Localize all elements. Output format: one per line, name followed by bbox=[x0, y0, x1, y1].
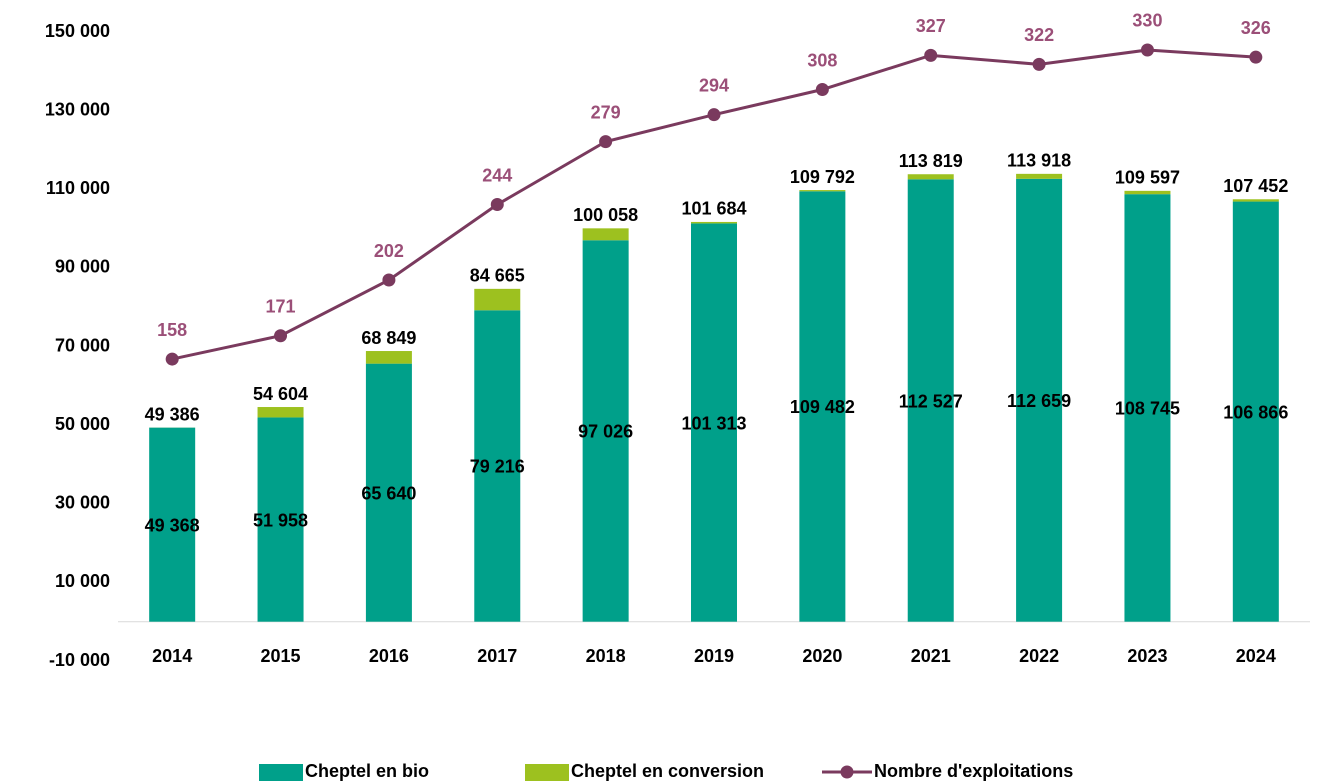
y-tick-label: 50 000 bbox=[55, 414, 110, 434]
line-marker bbox=[274, 329, 288, 343]
x-tick-label: 2021 bbox=[911, 646, 951, 666]
total-label: 109 792 bbox=[790, 167, 855, 187]
line-value-label: 322 bbox=[1024, 25, 1054, 45]
bar bbox=[1232, 201, 1279, 622]
bar bbox=[907, 174, 954, 180]
bar-value-label: 79 216 bbox=[470, 457, 525, 477]
legend-marker bbox=[840, 765, 854, 779]
y-tick-label: 110 000 bbox=[46, 178, 110, 198]
bar-value-label: 112 527 bbox=[899, 391, 963, 411]
bar bbox=[691, 221, 737, 224]
bar-value-label: 49 368 bbox=[145, 515, 200, 535]
line-value-label: 308 bbox=[807, 50, 837, 70]
bar bbox=[799, 190, 846, 192]
x-tick-label: 2017 bbox=[477, 646, 517, 666]
x-tick-label: 2014 bbox=[152, 646, 192, 666]
x-tick-label: 2018 bbox=[586, 646, 626, 666]
bar bbox=[1232, 199, 1279, 202]
line-marker bbox=[1140, 43, 1154, 57]
line-marker bbox=[1032, 57, 1046, 71]
legend-label: Cheptel en conversion bbox=[571, 761, 764, 781]
bar bbox=[149, 427, 196, 622]
bar-value-label: 109 482 bbox=[790, 397, 855, 417]
line-marker bbox=[165, 352, 179, 366]
total-label: 109 597 bbox=[1115, 168, 1180, 188]
bar-value-label: 97 026 bbox=[578, 422, 633, 442]
total-label: 107 452 bbox=[1223, 176, 1288, 196]
line-value-label: 330 bbox=[1132, 11, 1162, 31]
total-label: 49 386 bbox=[145, 404, 200, 424]
bar-value-label: 101 313 bbox=[681, 413, 746, 433]
line-marker bbox=[815, 83, 829, 97]
legend-label: Cheptel en bio bbox=[305, 761, 429, 781]
bar bbox=[907, 179, 954, 622]
total-label: 84 665 bbox=[470, 266, 525, 286]
x-tick-label: 2023 bbox=[1127, 646, 1167, 666]
total-label: 54 604 bbox=[253, 384, 308, 404]
line-marker bbox=[382, 273, 396, 287]
line-value-label: 158 bbox=[157, 320, 187, 340]
bar-value-label: 51 958 bbox=[253, 510, 308, 530]
total-label: 101 684 bbox=[681, 199, 746, 219]
x-tick-label: 2022 bbox=[1019, 646, 1059, 666]
line-value-label: 294 bbox=[699, 75, 729, 95]
y-tick-label: 90 000 bbox=[55, 257, 110, 277]
bar-value-label: 65 640 bbox=[361, 483, 416, 503]
total-label: 113 918 bbox=[1007, 151, 1071, 171]
bar bbox=[474, 288, 521, 311]
bar bbox=[365, 351, 412, 364]
legend-swatch bbox=[259, 764, 303, 781]
y-tick-label: -10 000 bbox=[49, 650, 110, 670]
x-tick-label: 2016 bbox=[369, 646, 409, 666]
x-tick-label: 2015 bbox=[261, 646, 301, 666]
line-value-label: 327 bbox=[916, 16, 946, 36]
line-marker bbox=[707, 108, 721, 122]
bar bbox=[691, 223, 737, 622]
bar bbox=[1016, 173, 1063, 179]
line-value-label: 171 bbox=[266, 296, 296, 316]
x-tick-label: 2024 bbox=[1236, 646, 1276, 666]
bar bbox=[365, 363, 412, 622]
bar bbox=[1124, 194, 1171, 622]
line-marker bbox=[1249, 50, 1263, 64]
legend-swatch bbox=[525, 764, 569, 781]
bar bbox=[474, 310, 521, 622]
y-tick-label: 30 000 bbox=[55, 493, 110, 513]
line-value-label: 279 bbox=[591, 102, 621, 122]
bar bbox=[1016, 178, 1063, 622]
bar bbox=[582, 228, 629, 241]
bar bbox=[1124, 190, 1171, 195]
line-marker bbox=[599, 135, 613, 149]
total-label: 68 849 bbox=[361, 328, 416, 348]
total-label: 100 058 bbox=[573, 205, 638, 225]
bar bbox=[257, 417, 304, 622]
x-tick-label: 2019 bbox=[694, 646, 734, 666]
legend-label: Nombre d'exploitations bbox=[874, 761, 1073, 781]
line-value-label: 244 bbox=[482, 165, 512, 185]
y-tick-label: 70 000 bbox=[55, 335, 110, 355]
bar-value-label: 112 659 bbox=[1007, 391, 1071, 411]
line-marker bbox=[924, 48, 938, 62]
line-value-label: 326 bbox=[1241, 18, 1271, 38]
bar-value-label: 106 866 bbox=[1223, 402, 1288, 422]
bar bbox=[582, 240, 629, 622]
bar-value-label: 108 745 bbox=[1115, 399, 1180, 419]
y-tick-label: 130 000 bbox=[45, 99, 110, 119]
bar bbox=[799, 191, 846, 622]
line-marker bbox=[490, 198, 504, 212]
bar bbox=[257, 407, 304, 418]
y-tick-label: 150 000 bbox=[45, 21, 110, 41]
line-value-label: 202 bbox=[374, 241, 404, 261]
total-label: 113 819 bbox=[899, 151, 963, 171]
x-tick-label: 2020 bbox=[802, 646, 842, 666]
y-tick-label: 10 000 bbox=[55, 571, 110, 591]
